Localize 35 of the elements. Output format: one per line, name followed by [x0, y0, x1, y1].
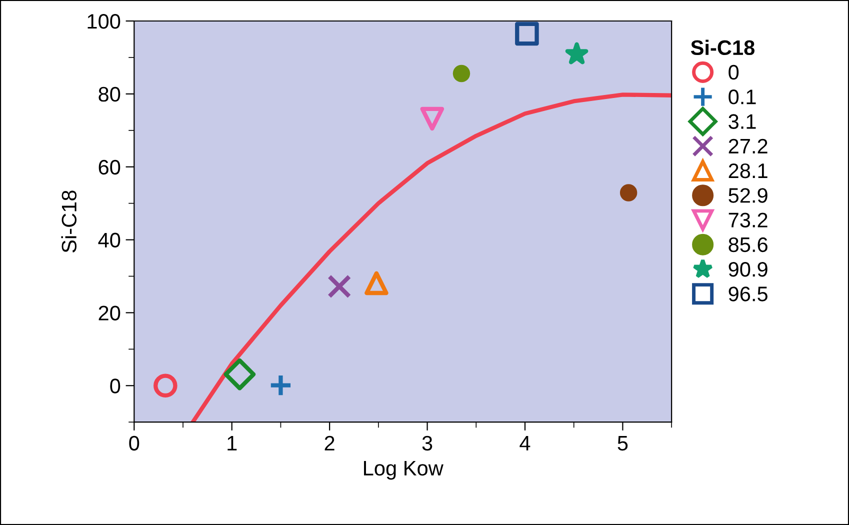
- legend-label: 90.9: [728, 262, 768, 277]
- x-tick-label: 3: [422, 436, 432, 451]
- legend-title: Si-C18: [690, 40, 755, 56]
- point: [364, 271, 388, 296]
- x-tick-label: 1: [228, 436, 237, 450]
- y-tick-label: 40: [98, 232, 120, 248]
- legend-label: 85.6: [728, 237, 768, 252]
- legend-label: 28.1: [728, 163, 768, 178]
- legend-label: 52.9: [728, 188, 768, 203]
- point: [620, 184, 638, 202]
- line-series: [190, 92, 672, 422]
- legend-label: 0: [728, 64, 739, 80]
- x-tick-label: 5: [618, 436, 628, 451]
- x-tick-label: 0: [129, 436, 140, 451]
- y-tick-label: 20: [98, 306, 120, 320]
- x-tick-label: 2: [324, 436, 334, 450]
- point: [515, 22, 539, 46]
- legend-label: 73.2: [728, 212, 768, 228]
- point: [452, 64, 470, 82]
- y-axis-title: Si-C18: [61, 190, 77, 252]
- legend-label: 27.2: [728, 138, 768, 154]
- y-tick-label: 80: [98, 86, 120, 102]
- point: [327, 274, 352, 298]
- y-tick-label: 60: [98, 160, 120, 175]
- legend-label: 96.5: [728, 286, 768, 302]
- y-tick-label: 100: [88, 14, 120, 29]
- legend-label: 0.1: [728, 90, 756, 104]
- point: [224, 358, 256, 390]
- point: [565, 42, 588, 64]
- legend-label: 3.1: [728, 114, 756, 129]
- point: [154, 374, 178, 398]
- x-tick-label: 4: [520, 436, 530, 450]
- y-tick-label: 0: [110, 378, 120, 394]
- x-axis-title: Log Kow: [364, 461, 444, 480]
- point: [420, 106, 444, 131]
